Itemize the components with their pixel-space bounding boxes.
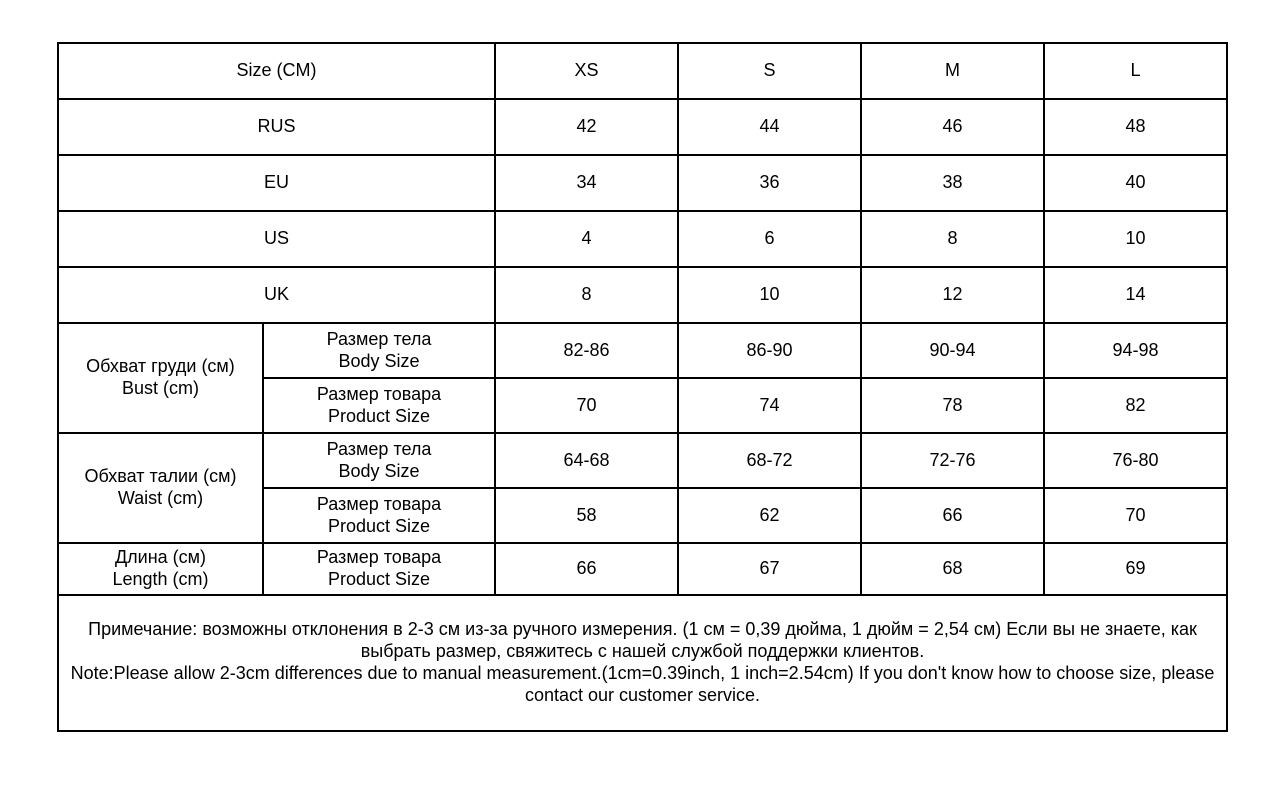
us-value-l: 10 [1043,210,1228,268]
uk-value-xs: 8 [494,266,679,324]
note-text-en: Note:Please allow 2-3cm differences due … [70,663,1215,705]
length-label-ru: Длина (см) [114,547,207,568]
bust-body-value-m: 90-94 [860,322,1045,379]
bust-label-ru: Обхват груди (см) [86,356,235,377]
header-size-s: S [677,42,862,100]
waist-body-type-en: Body Size [338,460,420,481]
header-size-m: M [860,42,1045,100]
us-label: US [57,210,496,268]
row-bust-body: Обхват груди (см) Bust (cm) Размер тела … [57,322,1228,434]
note-text-ru: Примечание: возможны отклонения в 2-3 см… [88,619,1197,662]
eu-label: EU [57,154,496,212]
uk-value-m: 12 [860,266,1045,324]
waist-product-value-s: 62 [677,487,862,544]
waist-body-value-m: 72-76 [860,432,1045,489]
row-bust-product: Размер товара Product Size 70 74 78 82 [58,377,1228,434]
waist-body-value-xs: 64-68 [494,432,679,489]
eu-value-m: 38 [860,154,1045,212]
bust-body-value-xs: 82-86 [494,322,679,379]
bust-body-type-label: Размер тела Body Size [262,322,496,379]
bust-label-en: Bust (cm) [121,378,199,398]
bust-product-type-ru: Размер товара [316,383,442,404]
waist-product-type-label: Размер товара Product Size [262,487,496,544]
waist-product-value-xs: 58 [494,487,679,544]
bust-product-value-m: 78 [860,377,1045,434]
length-value-xs: 66 [494,542,679,596]
size-chart-table: Size (CM) XS S M L RUS 42 44 46 48 EU 34… [57,42,1228,732]
eu-value-s: 36 [677,154,862,212]
waist-group-label: Обхват талии (см) Waist (cm) [57,432,264,544]
uk-value-l: 14 [1043,266,1228,324]
eu-value-l: 40 [1043,154,1228,212]
bust-body-type-ru: Размер тела [326,328,432,349]
header-size-xs: XS [494,42,679,100]
waist-product-value-m: 66 [860,487,1045,544]
rus-value-xs: 42 [494,98,679,156]
waist-body-type-ru: Размер тела [326,438,432,459]
row-eu: EU 34 36 38 40 [57,154,1228,212]
header-size-label: Size (CM) [57,42,496,100]
row-waist-body: Обхват талии (см) Waist (cm) Размер тела… [57,432,1228,544]
bust-body-value-s: 86-90 [677,322,862,379]
row-uk: UK 8 10 12 14 [57,266,1228,324]
waist-product-value-l: 70 [1043,487,1228,544]
length-group-label: Длина (см) Length (cm) [57,542,264,596]
uk-value-s: 10 [677,266,862,324]
bust-body-value-l: 94-98 [1043,322,1228,379]
bust-product-value-xs: 70 [494,377,679,434]
rus-value-s: 44 [677,98,862,156]
row-length: Длина (см) Length (cm) Размер товара Pro… [57,542,1228,596]
uk-label: UK [57,266,496,324]
length-value-m: 68 [860,542,1045,596]
us-value-xs: 4 [494,210,679,268]
rus-value-m: 46 [860,98,1045,156]
waist-label-en: Waist (cm) [117,488,204,508]
note-cell: Примечание: возможны отклонения в 2-3 см… [57,594,1228,732]
waist-body-type-label: Размер тела Body Size [262,432,496,489]
row-note: Примечание: возможны отклонения в 2-3 см… [57,594,1228,732]
bust-group-label: Обхват груди (см) Bust (cm) [57,322,264,434]
waist-product-type-ru: Размер товара [316,493,442,514]
header-row: Size (CM) XS S M L [57,42,1228,100]
bust-body-type-en: Body Size [338,350,420,371]
rus-value-l: 48 [1043,98,1228,156]
row-rus: RUS 42 44 46 48 [57,98,1228,156]
length-value-l: 69 [1043,542,1228,596]
us-value-s: 6 [677,210,862,268]
row-waist-product: Размер товара Product Size 58 62 66 70 [58,487,1228,544]
length-product-type-label: Размер товара Product Size [262,542,496,596]
row-us: US 4 6 8 10 [57,210,1228,268]
bust-product-value-s: 74 [677,377,862,434]
length-value-s: 67 [677,542,862,596]
length-product-type-en: Product Size [327,569,431,589]
header-size-l: L [1043,42,1228,100]
bust-product-value-l: 82 [1043,377,1228,434]
length-label-en: Length (cm) [112,569,209,589]
eu-value-xs: 34 [494,154,679,212]
bust-product-type-en: Product Size [327,405,431,426]
rus-label: RUS [57,98,496,156]
waist-label-ru: Обхват талии (см) [84,466,237,487]
waist-body-value-s: 68-72 [677,432,862,489]
bust-product-type-label: Размер товара Product Size [262,377,496,434]
waist-product-type-en: Product Size [327,515,431,536]
waist-body-value-l: 76-80 [1043,432,1228,489]
us-value-m: 8 [860,210,1045,268]
length-product-type-ru: Размер товара [316,547,442,568]
